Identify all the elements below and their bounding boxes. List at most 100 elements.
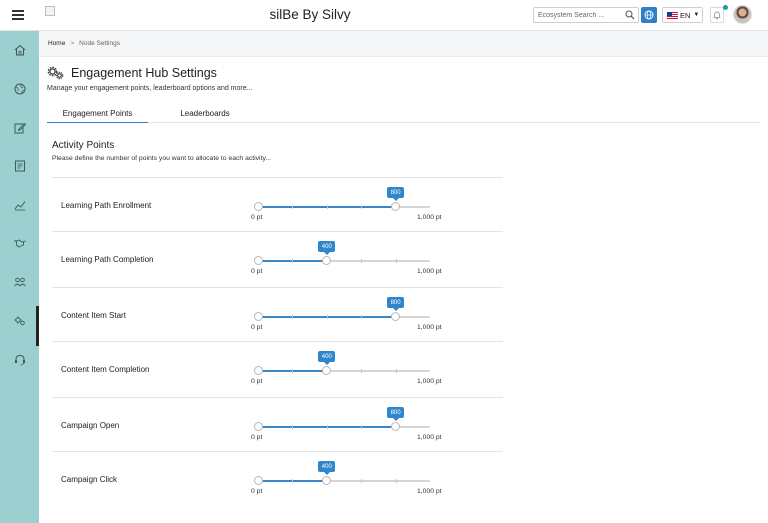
slider-tick [361,369,363,373]
slider-min-handle[interactable] [253,366,263,375]
us-flag-icon [667,11,678,19]
activity-row: Content Item Start 800 0 pt 1,000 pt [52,287,503,341]
slider-value-badge: 400 [318,241,336,255]
globe-icon [644,10,654,20]
slider-track[interactable] [258,260,430,262]
engagement-hub-icon [14,316,25,326]
handshake-icon [13,239,26,248]
slider-min-label: 0 pt [251,488,263,495]
slider-tick [292,425,294,429]
slider-max-label: 1,000 pt [417,214,442,221]
page-subtitle: Manage your engagement points, leaderboa… [47,85,253,92]
edit-icon [14,122,26,134]
notifications-button[interactable] [710,7,724,23]
sidebar [0,31,39,523]
slider-tick [292,315,294,319]
slider-max-label: 1,000 pt [417,268,442,275]
slider-value-badge: 400 [318,351,336,365]
slider-tick [326,425,328,429]
activity-label: Campaign Click [61,475,118,484]
search-input[interactable] [534,8,624,22]
language-label: EN [680,10,691,20]
slider-tick [361,259,363,263]
activity-row: Campaign Click 400 0 pt 1,000 pt [52,451,503,505]
logo-image [45,6,55,16]
slider-value-badge: 800 [387,187,405,201]
sidebar-item-edit[interactable] [0,113,39,143]
slider-min-handle[interactable] [253,476,263,485]
sidebar-item-analytics[interactable] [0,190,39,220]
user-avatar[interactable] [733,5,752,24]
points-slider[interactable]: 400 [253,241,430,266]
slider-handle[interactable] [322,476,332,485]
breadcrumb-home-link[interactable]: Home [48,40,66,47]
page-title: Engagement Hub Settings [71,66,217,80]
points-slider[interactable]: 400 [253,461,430,486]
tab-leaderboards[interactable]: Leaderboards [180,109,230,118]
slider-max-label: 1,000 pt [417,378,442,385]
language-selector[interactable]: EN ▼ [662,7,703,23]
slider-tick [292,205,294,209]
notification-dot [723,5,728,10]
sidebar-item-support[interactable] [0,345,39,375]
ecosystem-globe-button[interactable] [641,7,657,23]
points-slider[interactable]: 800 [253,297,430,322]
slider-track[interactable] [258,480,430,482]
slider-min-handle[interactable] [253,312,263,321]
slider-tick [361,425,363,429]
points-slider[interactable]: 800 [253,407,430,432]
slider-tick [361,315,363,319]
sidebar-item-documents[interactable] [0,151,39,181]
sidebar-item-partners[interactable] [0,228,39,258]
analytics-icon [14,201,25,211]
slider-min-label: 0 pt [251,378,263,385]
users-icon [13,277,26,287]
activity-label: Learning Path Completion [61,255,154,264]
bell-icon [713,11,721,19]
document-icon [14,160,25,172]
breadcrumb: Home > Node Settings [39,31,768,57]
slider-tick [326,205,328,209]
activity-row: Campaign Open 800 0 pt 1,000 pt [52,397,503,451]
sidebar-item-engagement-hub[interactable] [0,306,39,346]
slider-track[interactable] [258,370,430,372]
sidebar-item-home[interactable] [0,35,39,65]
slider-handle[interactable] [391,312,401,321]
slider-tick [326,315,328,319]
slider-min-handle[interactable] [253,422,263,431]
tab-engagement-points[interactable]: Engagement Points [47,104,148,123]
slider-min-handle[interactable] [253,202,263,211]
globe-network-icon [14,83,25,95]
activity-row: Learning Path Enrollment 800 0 pt 1,000 pt [52,177,503,231]
breadcrumb-current: Node Settings [79,40,120,47]
slider-tick [292,479,294,483]
search-icon[interactable] [625,10,635,20]
top-bar: silBe By Silvy EN ▼ [0,0,768,31]
slider-max-label: 1,000 pt [417,434,442,441]
caret-down-icon: ▼ [693,12,700,18]
slider-value-badge: 400 [318,461,336,475]
slider-tick [361,205,363,209]
slider-handle[interactable] [322,256,332,265]
slider-tick [361,479,363,483]
breadcrumb-separator: > [70,40,75,47]
support-headset-icon [14,354,25,366]
slider-min-label: 0 pt [251,324,263,331]
activity-label: Content Item Completion [61,365,150,374]
slider-handle[interactable] [322,366,332,375]
gears-icon [47,66,64,80]
sidebar-item-network[interactable] [0,74,39,104]
slider-max-label: 1,000 pt [417,488,442,495]
slider-tick [395,259,397,263]
slider-min-label: 0 pt [251,214,263,221]
sidebar-item-users[interactable] [0,267,39,297]
slider-handle[interactable] [391,202,401,211]
hamburger-menu-icon[interactable] [12,10,24,20]
points-slider[interactable]: 800 [253,187,430,212]
slider-value-badge: 800 [387,407,405,421]
activity-row: Content Item Completion 400 0 pt 1,000 pt [52,341,503,397]
tabs: Engagement Points Leaderboards [47,104,760,123]
slider-handle[interactable] [391,422,401,431]
slider-min-handle[interactable] [253,256,263,265]
points-slider[interactable]: 400 [253,351,430,376]
